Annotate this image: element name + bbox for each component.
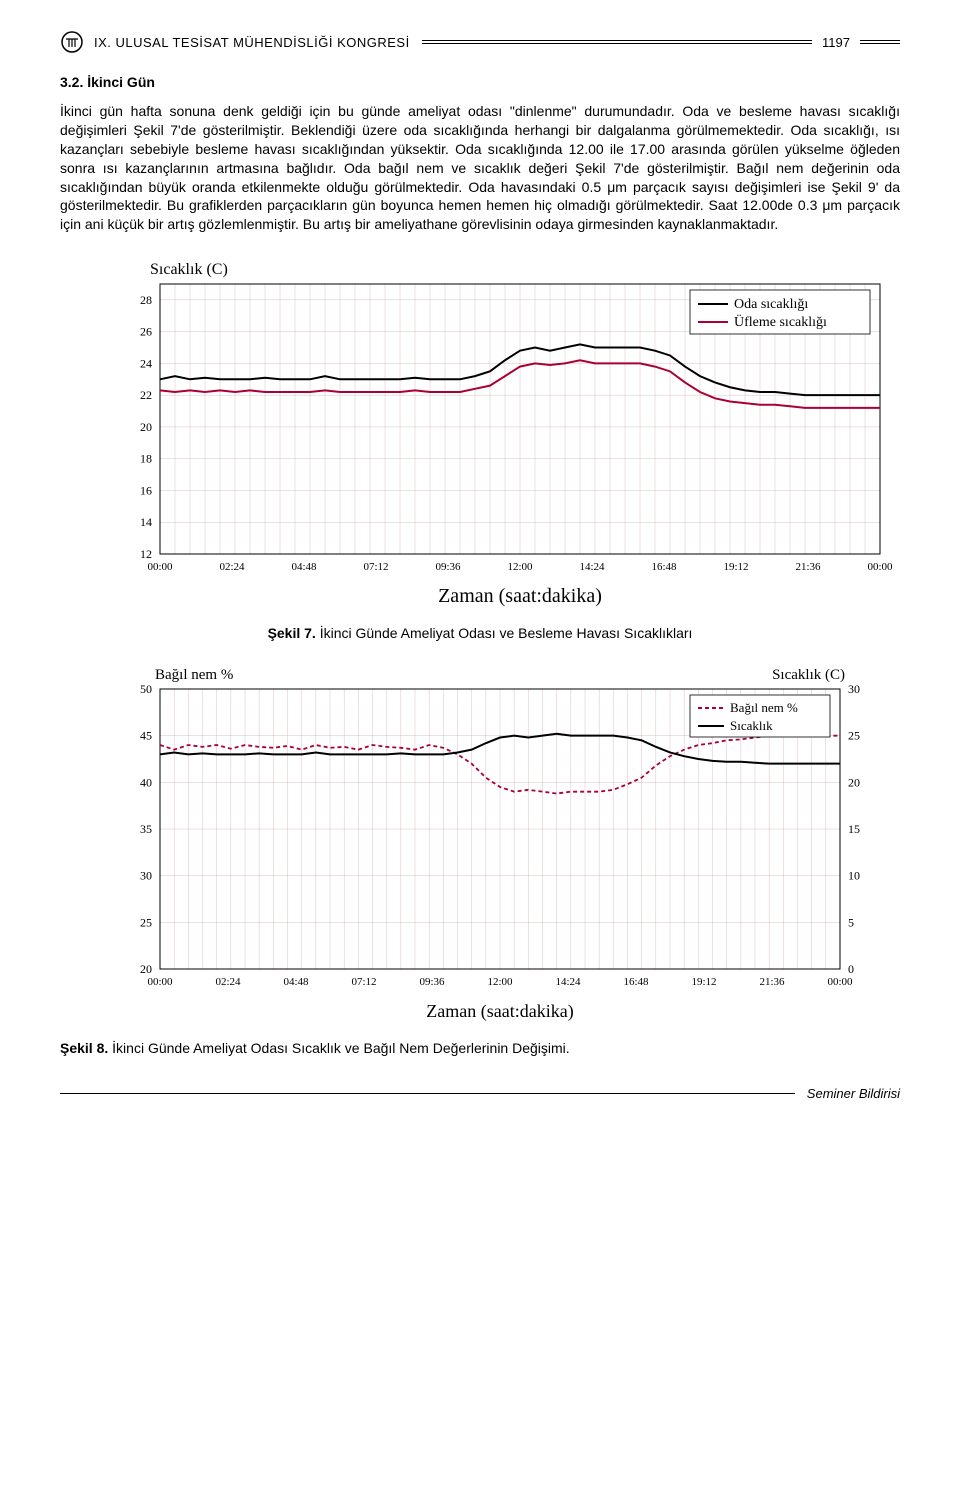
svg-text:35: 35 xyxy=(140,822,152,836)
page-footer: Seminer Bildirisi xyxy=(60,1086,900,1101)
svg-text:04:48: 04:48 xyxy=(291,561,317,573)
svg-text:40: 40 xyxy=(140,776,152,790)
svg-text:12:00: 12:00 xyxy=(507,561,533,573)
figure-8-label: Şekil 8. xyxy=(60,1040,108,1056)
svg-text:24: 24 xyxy=(140,357,152,371)
figure-7-caption: Şekil 7. İkinci Günde Ameliyat Odası ve … xyxy=(60,625,900,641)
svg-text:00:00: 00:00 xyxy=(147,976,173,988)
svg-text:21:36: 21:36 xyxy=(795,561,821,573)
svg-text:07:12: 07:12 xyxy=(351,976,376,988)
svg-text:09:36: 09:36 xyxy=(435,561,461,573)
svg-text:20: 20 xyxy=(140,420,152,434)
figure-8-caption: Şekil 8. İkinci Günde Ameliyat Odası Sıc… xyxy=(60,1040,900,1056)
svg-text:18: 18 xyxy=(140,452,152,466)
svg-text:15: 15 xyxy=(848,822,860,836)
figure-8-text: İkinci Günde Ameliyat Odası Sıcaklık ve … xyxy=(108,1040,569,1056)
chart8-svg: 20 25 30 35 40 45 50 0 5 10 15 20 25 30 00:00 02:24 04:4… xyxy=(100,659,900,1029)
figure-7: 12 14 16 18 20 22 24 26 28 00:00 02:24 04:48 07:12 09… xyxy=(60,254,900,617)
svg-text:12:00: 12:00 xyxy=(487,976,513,988)
page-header: IX. ULUSAL TESİSAT MÜHENDİSLİĞİ KONGRESİ… xyxy=(60,30,900,54)
svg-text:Bağıl nem %: Bağıl nem % xyxy=(155,667,233,683)
header-rule xyxy=(422,40,812,44)
svg-text:14: 14 xyxy=(140,515,152,529)
svg-text:25: 25 xyxy=(140,916,152,930)
svg-text:02:24: 02:24 xyxy=(219,561,245,573)
section-heading: 3.2. İkinci Gün xyxy=(60,74,900,90)
svg-text:Zaman (saat:dakika): Zaman (saat:dakika) xyxy=(438,585,602,607)
svg-text:07:12: 07:12 xyxy=(363,561,388,573)
svg-text:20: 20 xyxy=(140,962,152,976)
svg-text:14:24: 14:24 xyxy=(555,976,581,988)
svg-text:16: 16 xyxy=(140,484,152,498)
footer-label: Seminer Bildirisi xyxy=(795,1086,900,1101)
chart7-svg: 12 14 16 18 20 22 24 26 28 00:00 02:24 04:48 07:12 09… xyxy=(100,254,900,614)
svg-text:14:24: 14:24 xyxy=(579,561,605,573)
svg-text:0: 0 xyxy=(848,962,854,976)
svg-text:30: 30 xyxy=(140,869,152,883)
svg-text:Sıcaklık (C): Sıcaklık (C) xyxy=(150,261,228,278)
figure-7-text: İkinci Günde Ameliyat Odası ve Besleme H… xyxy=(316,625,693,641)
svg-text:09:36: 09:36 xyxy=(419,976,445,988)
svg-text:50: 50 xyxy=(140,682,152,696)
logo-icon xyxy=(60,30,84,54)
svg-text:19:12: 19:12 xyxy=(723,561,748,573)
figure-8: 20 25 30 35 40 45 50 0 5 10 15 20 25 30 00:00 02:24 04:4… xyxy=(60,659,900,1032)
footer-rule xyxy=(60,1093,795,1094)
svg-text:5: 5 xyxy=(848,916,854,930)
svg-text:28: 28 xyxy=(140,293,152,307)
svg-text:Zaman (saat:dakika): Zaman (saat:dakika) xyxy=(426,1001,573,1022)
svg-text:Oda sıcaklığı: Oda sıcaklığı xyxy=(734,297,808,312)
svg-text:00:00: 00:00 xyxy=(147,561,173,573)
svg-text:16:48: 16:48 xyxy=(623,976,649,988)
svg-text:26: 26 xyxy=(140,325,152,339)
svg-text:16:48: 16:48 xyxy=(651,561,677,573)
svg-text:02:24: 02:24 xyxy=(215,976,241,988)
svg-text:21:36: 21:36 xyxy=(759,976,785,988)
figure-7-label: Şekil 7. xyxy=(268,625,316,641)
congress-title: IX. ULUSAL TESİSAT MÜHENDİSLİĞİ KONGRESİ xyxy=(94,35,422,50)
svg-text:30: 30 xyxy=(848,682,860,696)
body-paragraph: İkinci gün hafta sonuna denk geldiği içi… xyxy=(60,102,900,234)
svg-text:00:00: 00:00 xyxy=(867,561,893,573)
page-number: 1197 xyxy=(812,35,860,50)
svg-text:25: 25 xyxy=(848,729,860,743)
svg-text:22: 22 xyxy=(140,388,152,402)
svg-text:Üfleme sıcaklığı: Üfleme sıcaklığı xyxy=(734,313,827,330)
svg-text:00:00: 00:00 xyxy=(827,976,853,988)
svg-text:Sıcaklık (C): Sıcaklık (C) xyxy=(772,667,845,683)
svg-text:45: 45 xyxy=(140,729,152,743)
svg-text:Bağıl nem %: Bağıl nem % xyxy=(730,700,798,715)
svg-text:10: 10 xyxy=(848,869,860,883)
svg-text:19:12: 19:12 xyxy=(691,976,716,988)
svg-text:20: 20 xyxy=(848,776,860,790)
svg-text:04:48: 04:48 xyxy=(283,976,309,988)
svg-text:Sıcaklık: Sıcaklık xyxy=(730,718,773,733)
header-rule-end xyxy=(860,40,900,44)
svg-text:12: 12 xyxy=(140,547,152,561)
